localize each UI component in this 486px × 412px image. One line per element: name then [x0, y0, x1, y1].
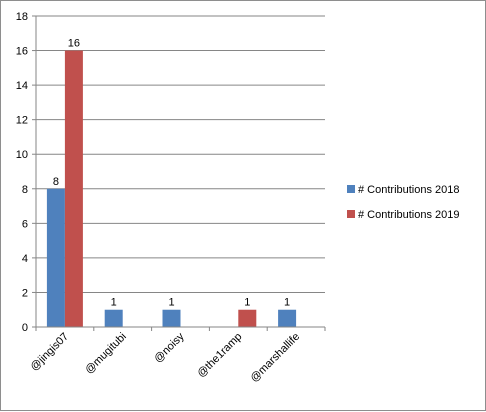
x-tick-label: @jingis07 — [28, 331, 71, 374]
y-axis: 0 2 4 6 8 10 12 14 16 18 — [16, 11, 37, 334]
data-label: 16 — [68, 38, 80, 50]
bar — [64, 50, 83, 328]
y-tick-label: 6 — [22, 218, 28, 230]
y-tick-label: 8 — [22, 184, 28, 196]
x-tick-label: @the1ramp — [195, 331, 244, 380]
x-tick-label: @marshallife — [248, 331, 302, 385]
data-label: 8 — [53, 176, 59, 188]
legend-label: # Contributions 2019 — [358, 209, 460, 221]
x-tick-label: @mugitubi — [83, 331, 129, 377]
bars — [46, 50, 297, 328]
legend-label: # Contributions 2018 — [358, 184, 460, 196]
x-tick-label: @noisy — [152, 330, 187, 365]
y-tick-label: 18 — [16, 11, 28, 23]
data-labels: 8 16 1 1 1 1 — [53, 38, 290, 309]
data-label: 1 — [244, 297, 250, 309]
y-tick-label: 16 — [16, 46, 28, 58]
bar — [104, 309, 123, 327]
y-tick-label: 14 — [16, 80, 28, 92]
legend-swatch — [347, 185, 355, 193]
y-tick-label: 10 — [16, 149, 28, 161]
data-label: 1 — [111, 297, 117, 309]
legend: # Contributions 2018 # Contributions 2019 — [347, 184, 460, 221]
data-label: 1 — [168, 297, 174, 309]
bar — [238, 309, 257, 327]
data-label: 1 — [284, 297, 290, 309]
y-tick-label: 0 — [22, 322, 28, 334]
legend-swatch — [347, 210, 355, 218]
y-tick-label: 2 — [22, 287, 28, 299]
bar — [46, 188, 65, 327]
bar — [162, 309, 181, 327]
x-axis: @jingis07 @mugitubi @noisy @the1ramp @marsha… — [28, 326, 326, 385]
bar — [278, 309, 297, 327]
gridlines — [36, 15, 325, 293]
y-tick-label: 12 — [16, 115, 28, 127]
y-tick-label: 4 — [22, 253, 28, 265]
